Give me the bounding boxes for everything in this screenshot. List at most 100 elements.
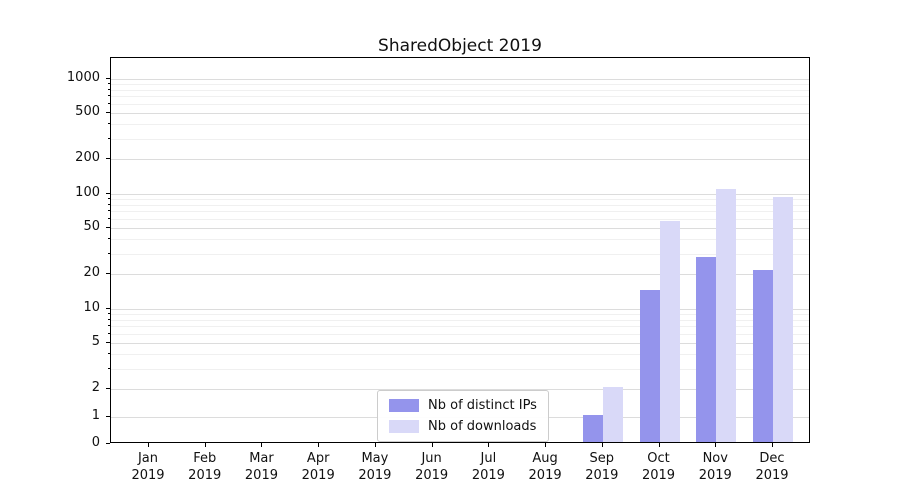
minor-gridline	[111, 89, 809, 91]
x-tick-year: 2019	[585, 468, 619, 483]
minor-gridline	[111, 211, 809, 213]
y-minor-tick-mark	[108, 137, 110, 139]
y-minor-tick-mark	[108, 123, 110, 125]
legend-label-distinct-ips: Nb of distinct IPs	[428, 398, 537, 413]
bar-downloads	[773, 196, 793, 442]
minor-gridline	[111, 326, 809, 328]
minor-gridline	[111, 198, 809, 200]
bar-distinct-ips	[582, 414, 603, 442]
y-tick-mark	[106, 227, 110, 229]
major-gridline	[111, 274, 809, 275]
y-tick-mark	[106, 443, 110, 444]
y-tick-mark	[106, 342, 110, 344]
y-tick-mark	[106, 158, 110, 159]
x-tick-year: 2019	[755, 468, 789, 483]
x-tick-mark	[601, 443, 603, 447]
major-gridline	[111, 113, 809, 115]
x-tick-year: 2019	[244, 468, 278, 483]
legend-swatch-distinct-ips	[389, 399, 419, 412]
y-minor-tick-mark	[108, 210, 110, 212]
y-minor-tick-mark	[108, 238, 110, 240]
y-minor-tick-mark	[108, 103, 110, 105]
minor-gridline	[111, 253, 809, 255]
legend: Nb of distinct IPs Nb of downloads	[377, 390, 549, 442]
x-tick-label: Oct 2019	[629, 450, 689, 484]
x-tick-year: 2019	[698, 468, 732, 483]
x-tick-year: 2019	[528, 468, 562, 483]
x-tick-label: Jan 2019	[118, 450, 178, 484]
x-tick-label: Dec 2019	[742, 450, 802, 484]
y-tick-label: 10	[83, 299, 100, 315]
minor-gridline	[111, 219, 809, 221]
major-gridline	[111, 308, 809, 310]
x-tick-label: Nov 2019	[685, 450, 745, 484]
x-tick-mark	[374, 443, 376, 447]
minor-gridline	[111, 239, 809, 241]
x-tick-mark	[261, 443, 263, 447]
x-tick-label: Feb 2019	[175, 450, 235, 484]
bar-distinct-ips	[639, 289, 660, 442]
y-minor-tick-mark	[108, 333, 110, 335]
x-tick-month: Oct	[647, 451, 670, 466]
minor-gridline	[111, 334, 809, 336]
y-tick-label: 0	[91, 435, 100, 450]
minor-gridline	[111, 313, 809, 315]
bar-distinct-ips	[753, 269, 773, 442]
x-tick-label: Mar 2019	[231, 450, 291, 484]
y-minor-tick-mark	[108, 82, 110, 84]
minor-gridline	[111, 319, 809, 321]
major-gridline	[111, 389, 809, 390]
y-minor-tick-mark	[108, 218, 110, 220]
x-tick-year: 2019	[301, 468, 335, 483]
x-tick-year: 2019	[471, 468, 505, 483]
x-tick-month: Feb	[193, 451, 217, 466]
x-tick-label: Aug 2019	[515, 450, 575, 484]
bar-distinct-ips	[696, 257, 717, 442]
y-tick-label: 50	[83, 219, 100, 235]
y-tick-label: 2	[91, 380, 100, 395]
y-minor-tick-mark	[108, 318, 110, 320]
x-tick-month: Nov	[702, 451, 728, 466]
x-tick-mark	[545, 443, 547, 447]
plot-area	[110, 57, 810, 443]
x-tick-label: Sep 2019	[572, 450, 632, 484]
major-gridline	[111, 193, 809, 195]
chart-title: SharedObject 2019	[378, 36, 542, 56]
x-tick-month: Sep	[589, 451, 615, 466]
x-tick-label: Jun 2019	[402, 450, 462, 484]
x-tick-label: Apr 2019	[288, 450, 348, 484]
x-tick-label: Jul 2019	[458, 450, 518, 484]
y-minor-tick-mark	[108, 88, 110, 90]
y-minor-tick-mark	[108, 367, 110, 369]
legend-item-distinct-ips: Nb of distinct IPs	[389, 398, 537, 413]
y-tick-mark	[106, 415, 110, 417]
y-tick-mark	[106, 112, 110, 114]
y-tick-label: 100	[75, 184, 100, 200]
x-tick-mark	[715, 443, 717, 447]
x-tick-mark	[488, 443, 490, 447]
minor-gridline	[111, 204, 809, 206]
y-minor-tick-mark	[108, 203, 110, 205]
x-tick-month: May	[361, 451, 389, 466]
y-tick-label: 1000	[66, 69, 100, 85]
x-tick-year: 2019	[131, 468, 165, 483]
y-tick-mark	[106, 77, 110, 79]
x-tick-mark	[431, 443, 433, 447]
major-gridline	[111, 228, 809, 230]
x-tick-mark	[148, 443, 149, 447]
x-tick-label: May 2019	[345, 450, 405, 484]
minor-gridline	[111, 138, 809, 140]
y-tick-mark	[106, 388, 110, 389]
minor-gridline	[111, 354, 809, 356]
minor-gridline	[111, 368, 809, 370]
legend-swatch-downloads	[389, 420, 419, 433]
y-minor-tick-mark	[108, 325, 110, 327]
x-tick-month: Mar	[249, 451, 274, 466]
x-tick-month: Jul	[480, 451, 497, 466]
y-tick-mark	[106, 273, 110, 274]
y-minor-tick-mark	[108, 252, 110, 254]
legend-label-downloads: Nb of downloads	[428, 419, 537, 434]
x-tick-mark	[772, 443, 773, 447]
legend-item-downloads: Nb of downloads	[389, 419, 537, 434]
x-tick-year: 2019	[358, 468, 392, 483]
